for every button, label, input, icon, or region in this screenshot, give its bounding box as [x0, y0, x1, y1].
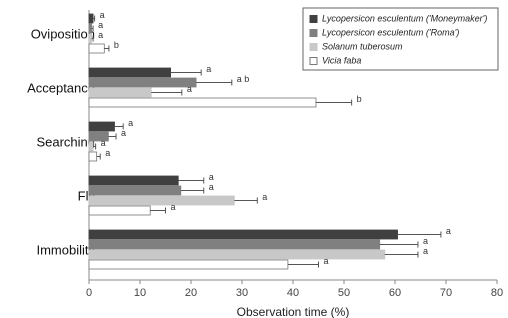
significance-letter: a — [98, 30, 103, 40]
significance-letter: a — [105, 148, 110, 158]
category-label: Oviposition — [31, 26, 95, 41]
bar — [88, 141, 94, 152]
significance-letter: a — [101, 138, 106, 148]
bar — [88, 43, 105, 54]
significance-letter: a — [98, 20, 103, 30]
significance-letter: a — [446, 226, 451, 236]
bar — [88, 33, 92, 44]
bar — [88, 13, 94, 24]
significance-letter: a — [121, 128, 126, 138]
bar — [88, 121, 115, 132]
bar — [88, 77, 197, 88]
legend-swatch — [309, 29, 318, 37]
category-label: Immobility — [36, 242, 95, 257]
x-tick-label: 40 — [287, 287, 299, 299]
significance-letter: a — [171, 202, 176, 212]
significance-letter: a — [209, 172, 214, 182]
bar — [88, 185, 182, 196]
significance-letter: a — [128, 118, 133, 128]
legend-label: Vicia faba — [322, 55, 361, 65]
bar — [88, 23, 92, 34]
significance-letter: a — [423, 236, 428, 246]
x-tick-label: 20 — [185, 287, 197, 299]
significance-letter: b — [114, 40, 119, 50]
bar — [88, 87, 152, 98]
legend-box — [302, 7, 499, 71]
x-tick-label: 10 — [134, 287, 146, 299]
significance-letter: a — [187, 84, 192, 94]
x-tick-label: 50 — [338, 287, 350, 299]
x-tick-label: 30 — [236, 287, 248, 299]
significance-letter: a — [262, 192, 267, 202]
legend-swatch — [309, 57, 318, 65]
significance-letter: a — [209, 182, 214, 192]
x-tick-label: 80 — [491, 287, 503, 299]
bar — [88, 259, 289, 270]
x-tick-label: 60 — [389, 287, 401, 299]
x-tick-label: 70 — [440, 287, 452, 299]
significance-letter: a b — [237, 74, 250, 84]
significance-letter: a — [324, 256, 329, 266]
x-tick-label: 0 — [86, 287, 92, 299]
category-label: Searching — [36, 134, 95, 149]
legend-label: Lycopersicon esculentum ('Moneymaker') — [322, 13, 487, 23]
bar — [88, 97, 317, 108]
legend-label: Solanum tuberosum — [322, 41, 403, 51]
legend-label: Lycopersicon esculentum ('Roma') — [322, 27, 459, 37]
significance-letter: a — [100, 10, 105, 20]
bar — [88, 205, 151, 216]
bar — [88, 67, 171, 78]
bar — [88, 249, 386, 260]
bar — [88, 195, 235, 206]
bar — [88, 175, 179, 186]
bar — [88, 239, 381, 250]
significance-letter: a — [423, 246, 428, 256]
legend-swatch — [309, 15, 318, 23]
significance-letter: a — [206, 64, 211, 74]
category-label: Acceptance — [27, 80, 95, 95]
bar — [88, 151, 98, 162]
x-axis-label: Observation time (%) — [237, 305, 350, 318]
significance-letter: b — [357, 94, 362, 104]
bar — [88, 229, 398, 240]
legend-swatch — [309, 43, 318, 51]
